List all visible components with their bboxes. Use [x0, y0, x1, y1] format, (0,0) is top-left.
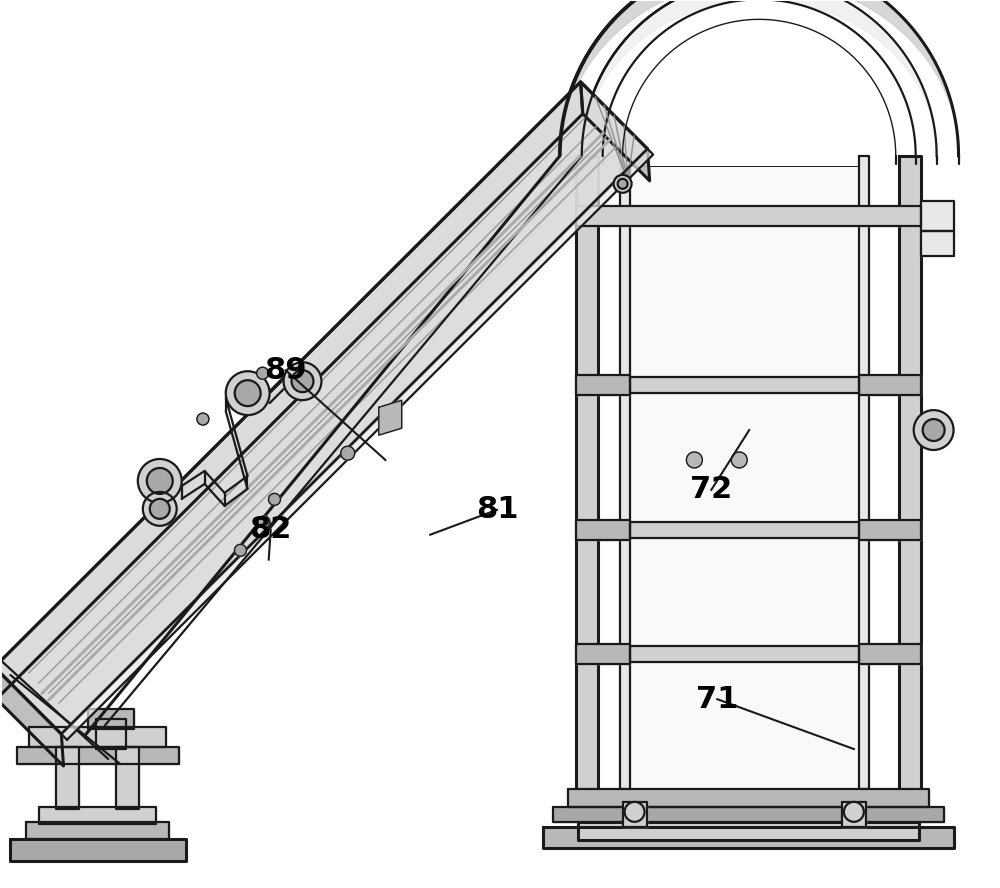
Circle shape — [844, 802, 864, 821]
Polygon shape — [842, 802, 866, 827]
Circle shape — [686, 452, 702, 468]
Text: 89: 89 — [264, 356, 307, 385]
Text: 72: 72 — [690, 475, 732, 504]
Text: 71: 71 — [696, 685, 739, 714]
Polygon shape — [0, 82, 583, 699]
Polygon shape — [576, 156, 598, 789]
Polygon shape — [10, 839, 186, 860]
Circle shape — [150, 499, 170, 519]
Circle shape — [284, 362, 321, 400]
Circle shape — [143, 492, 177, 526]
Polygon shape — [899, 156, 921, 789]
Polygon shape — [630, 377, 859, 393]
Polygon shape — [578, 821, 919, 840]
Polygon shape — [859, 519, 921, 540]
Polygon shape — [576, 376, 630, 395]
Polygon shape — [39, 807, 156, 824]
Polygon shape — [29, 727, 166, 747]
Circle shape — [625, 802, 645, 821]
Circle shape — [147, 468, 173, 494]
Polygon shape — [921, 231, 954, 256]
Circle shape — [257, 368, 269, 379]
Polygon shape — [61, 149, 653, 740]
Polygon shape — [568, 789, 929, 807]
Circle shape — [618, 178, 628, 189]
Circle shape — [234, 544, 246, 556]
Text: 82: 82 — [250, 515, 292, 544]
Polygon shape — [921, 201, 954, 231]
Polygon shape — [576, 519, 630, 540]
Polygon shape — [576, 645, 630, 664]
Polygon shape — [26, 821, 169, 839]
Polygon shape — [859, 645, 921, 664]
Circle shape — [138, 459, 182, 503]
Polygon shape — [630, 646, 859, 662]
Text: 81: 81 — [476, 496, 518, 524]
Polygon shape — [553, 807, 944, 821]
Polygon shape — [859, 376, 921, 395]
Polygon shape — [88, 710, 134, 729]
Circle shape — [923, 419, 945, 441]
Circle shape — [292, 370, 313, 392]
Circle shape — [731, 452, 747, 468]
Polygon shape — [576, 206, 921, 226]
Polygon shape — [859, 156, 869, 789]
Circle shape — [269, 494, 280, 505]
Circle shape — [341, 447, 355, 460]
Circle shape — [226, 371, 270, 415]
Polygon shape — [96, 719, 126, 749]
Circle shape — [235, 380, 261, 406]
Polygon shape — [17, 747, 179, 764]
Circle shape — [914, 410, 954, 450]
Circle shape — [197, 413, 209, 425]
Polygon shape — [56, 747, 79, 809]
Circle shape — [258, 516, 270, 527]
Polygon shape — [630, 166, 859, 789]
Polygon shape — [581, 82, 650, 181]
Polygon shape — [630, 522, 859, 538]
Polygon shape — [116, 747, 139, 809]
Polygon shape — [623, 802, 647, 827]
Polygon shape — [0, 82, 648, 734]
Polygon shape — [0, 667, 63, 766]
Circle shape — [614, 175, 632, 193]
Polygon shape — [543, 827, 954, 848]
Polygon shape — [379, 400, 402, 435]
Polygon shape — [620, 156, 630, 789]
